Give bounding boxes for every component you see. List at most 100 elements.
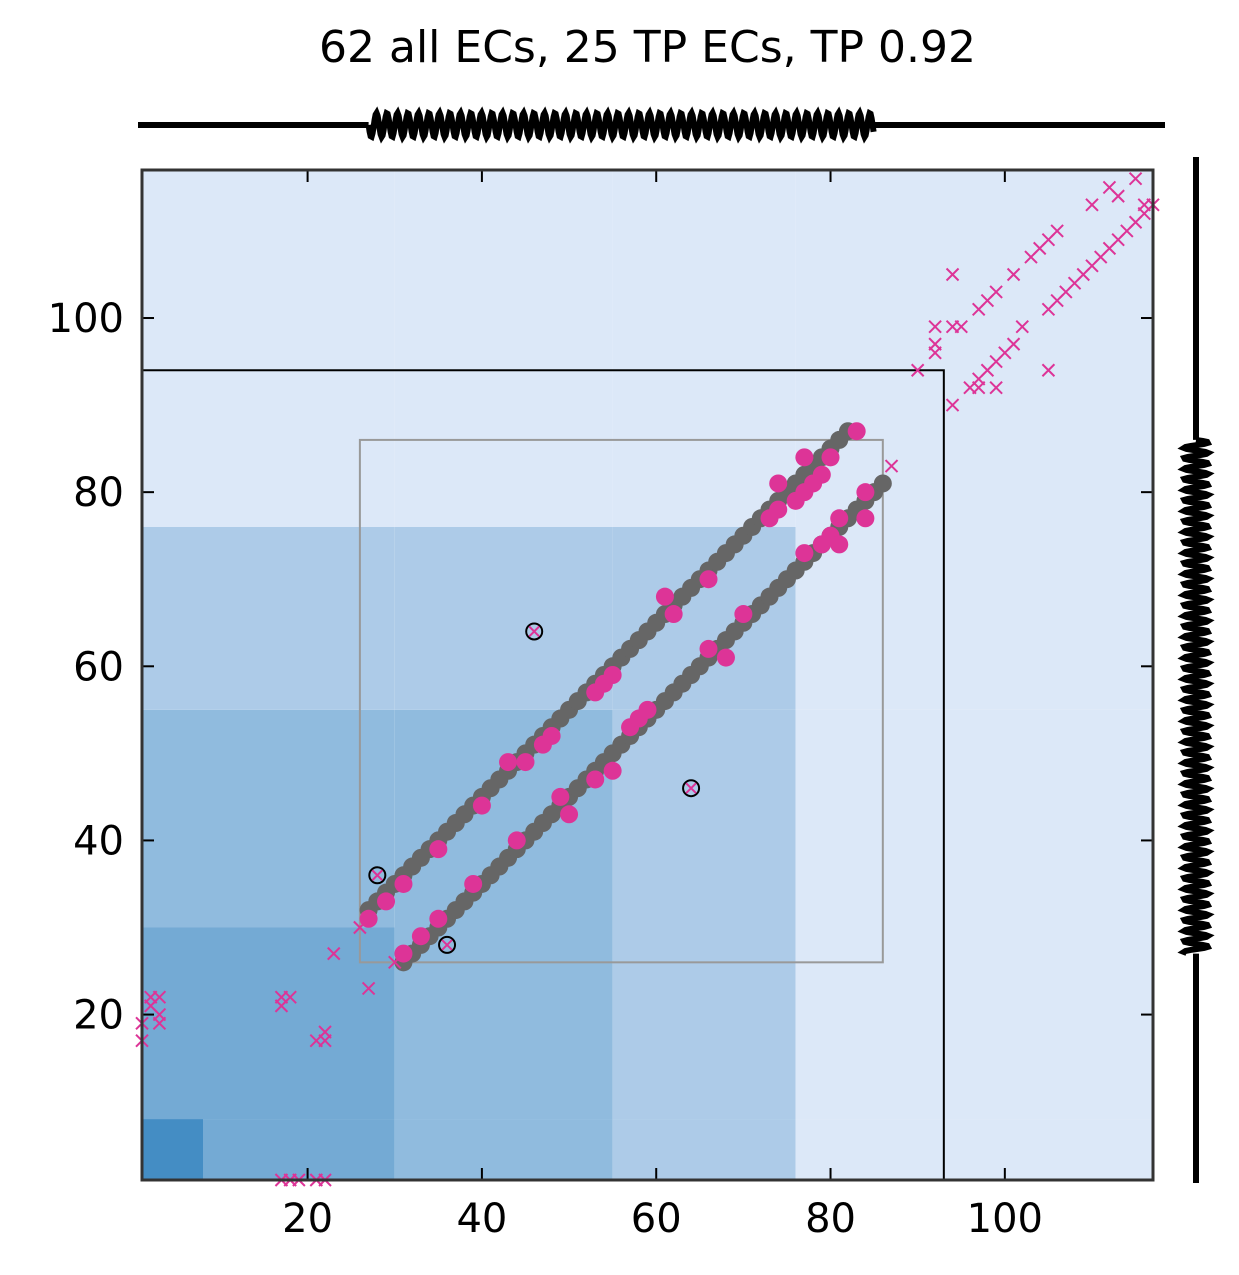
true-positive-point bbox=[830, 509, 849, 528]
heat-cell bbox=[203, 709, 395, 928]
true-positive-point bbox=[664, 605, 683, 624]
false-positive-contacts bbox=[368, 622, 701, 954]
false-positive-cross bbox=[685, 782, 697, 794]
heat-cell bbox=[394, 526, 613, 710]
true-positive-point bbox=[560, 805, 579, 824]
true-positive-point bbox=[769, 500, 788, 519]
heat-cell bbox=[142, 526, 204, 710]
true-positive-point bbox=[377, 892, 396, 911]
heat-cell bbox=[612, 927, 796, 1120]
x-marker-point bbox=[945, 398, 960, 412]
plot-frame bbox=[140, 168, 1155, 1182]
heat-cell bbox=[203, 1119, 395, 1180]
true-positive-point bbox=[795, 448, 814, 467]
secondary-structure bbox=[138, 106, 1215, 1183]
false-positive-cross bbox=[528, 625, 540, 638]
true-positive-point bbox=[795, 544, 814, 563]
x-marker-point bbox=[1050, 224, 1064, 238]
y-tick-label: 20 bbox=[73, 993, 124, 1039]
heat-cell bbox=[795, 1119, 1153, 1180]
true-positive-point bbox=[603, 666, 622, 684]
false-positive-point bbox=[368, 866, 387, 885]
heat-cell bbox=[394, 1119, 613, 1180]
heat-cell bbox=[142, 927, 204, 1120]
true-positive-point bbox=[516, 753, 535, 772]
false-positive-point bbox=[525, 622, 544, 641]
x-marker-point bbox=[989, 380, 1003, 395]
heat-cell bbox=[394, 709, 613, 928]
true-positive-point bbox=[769, 474, 788, 493]
false-positive-cross bbox=[441, 939, 453, 951]
true-positive-point bbox=[472, 796, 491, 815]
y-tick-label: 40 bbox=[73, 818, 124, 864]
x-marker-point bbox=[1006, 337, 1021, 351]
chart-title: 62 all ECs, 25 TP ECs, TP 0.92 bbox=[319, 22, 976, 73]
true-positive-point bbox=[411, 927, 430, 946]
x-marker-point bbox=[884, 459, 899, 473]
true-positive-point bbox=[603, 761, 622, 780]
heat-cell bbox=[795, 170, 1153, 527]
x-tick-label: 80 bbox=[805, 1196, 856, 1242]
true-positive-point bbox=[830, 535, 849, 554]
heat-cell bbox=[795, 526, 1153, 710]
true-positive-point bbox=[734, 605, 753, 624]
x-marker-point bbox=[327, 946, 341, 961]
x-marker-point bbox=[309, 1033, 324, 1048]
x-marker-point bbox=[1085, 198, 1099, 212]
x-tick-label: 60 bbox=[631, 1196, 682, 1242]
x-marker-point bbox=[152, 1007, 167, 1022]
heat-cell bbox=[612, 170, 796, 527]
true-positive-point bbox=[856, 509, 875, 528]
x-marker-point bbox=[945, 267, 960, 282]
y-tick-label: 80 bbox=[73, 470, 124, 516]
true-positive-point bbox=[394, 874, 413, 893]
heat-cell bbox=[394, 927, 613, 1120]
x-marker-point bbox=[1006, 267, 1021, 282]
x-marker-point bbox=[928, 337, 942, 351]
true-positive-point bbox=[542, 726, 561, 745]
heat-cell bbox=[394, 170, 613, 527]
top-helix bbox=[365, 106, 877, 144]
heat-cell bbox=[612, 1119, 796, 1180]
true-positive-point bbox=[586, 770, 605, 789]
x-marker-point bbox=[1041, 363, 1056, 377]
false-positive-point bbox=[438, 935, 457, 954]
x-marker-point bbox=[1111, 189, 1125, 203]
true-positive-point bbox=[716, 648, 735, 667]
x-tick-label: 40 bbox=[456, 1196, 507, 1242]
x-marker-point bbox=[971, 380, 986, 395]
true-positive-point bbox=[429, 840, 448, 859]
x-marker-point bbox=[989, 285, 1003, 299]
heat-cell bbox=[203, 927, 395, 1120]
y-tick-label: 100 bbox=[48, 296, 124, 342]
true-positive-point bbox=[812, 465, 831, 484]
true-positive-point bbox=[394, 944, 413, 963]
heatmap-background bbox=[142, 170, 1153, 1180]
x-markers bbox=[135, 171, 1160, 1187]
heat-cell bbox=[203, 170, 395, 527]
x-marker-point bbox=[361, 981, 376, 996]
heat-cell bbox=[203, 526, 395, 710]
false-positive-point bbox=[682, 779, 701, 798]
heat-cell bbox=[795, 927, 1153, 1120]
true-positive-point bbox=[464, 874, 483, 893]
heat-cell bbox=[612, 526, 796, 710]
false-positive-cross bbox=[371, 869, 384, 881]
right-helix bbox=[1177, 436, 1215, 956]
heat-cell bbox=[795, 709, 1153, 928]
y-tick-label: 60 bbox=[73, 644, 124, 690]
heat-cell bbox=[142, 1119, 204, 1180]
x-marker-point bbox=[954, 320, 968, 334]
x-marker-point bbox=[1015, 320, 1029, 334]
true-positive-point bbox=[551, 787, 570, 806]
axis-ticks: 20 40 60 80 100 20 40 60 80 100 bbox=[48, 170, 1153, 1242]
true-positive-point bbox=[507, 831, 526, 850]
x-tick-label: 100 bbox=[967, 1196, 1043, 1242]
x-marker-point bbox=[152, 990, 167, 1004]
true-positive-point bbox=[699, 570, 718, 589]
true-positive-point bbox=[499, 753, 518, 772]
true-positive-contacts bbox=[359, 422, 875, 963]
x-marker-point bbox=[928, 320, 942, 334]
true-positive-point bbox=[655, 587, 674, 606]
